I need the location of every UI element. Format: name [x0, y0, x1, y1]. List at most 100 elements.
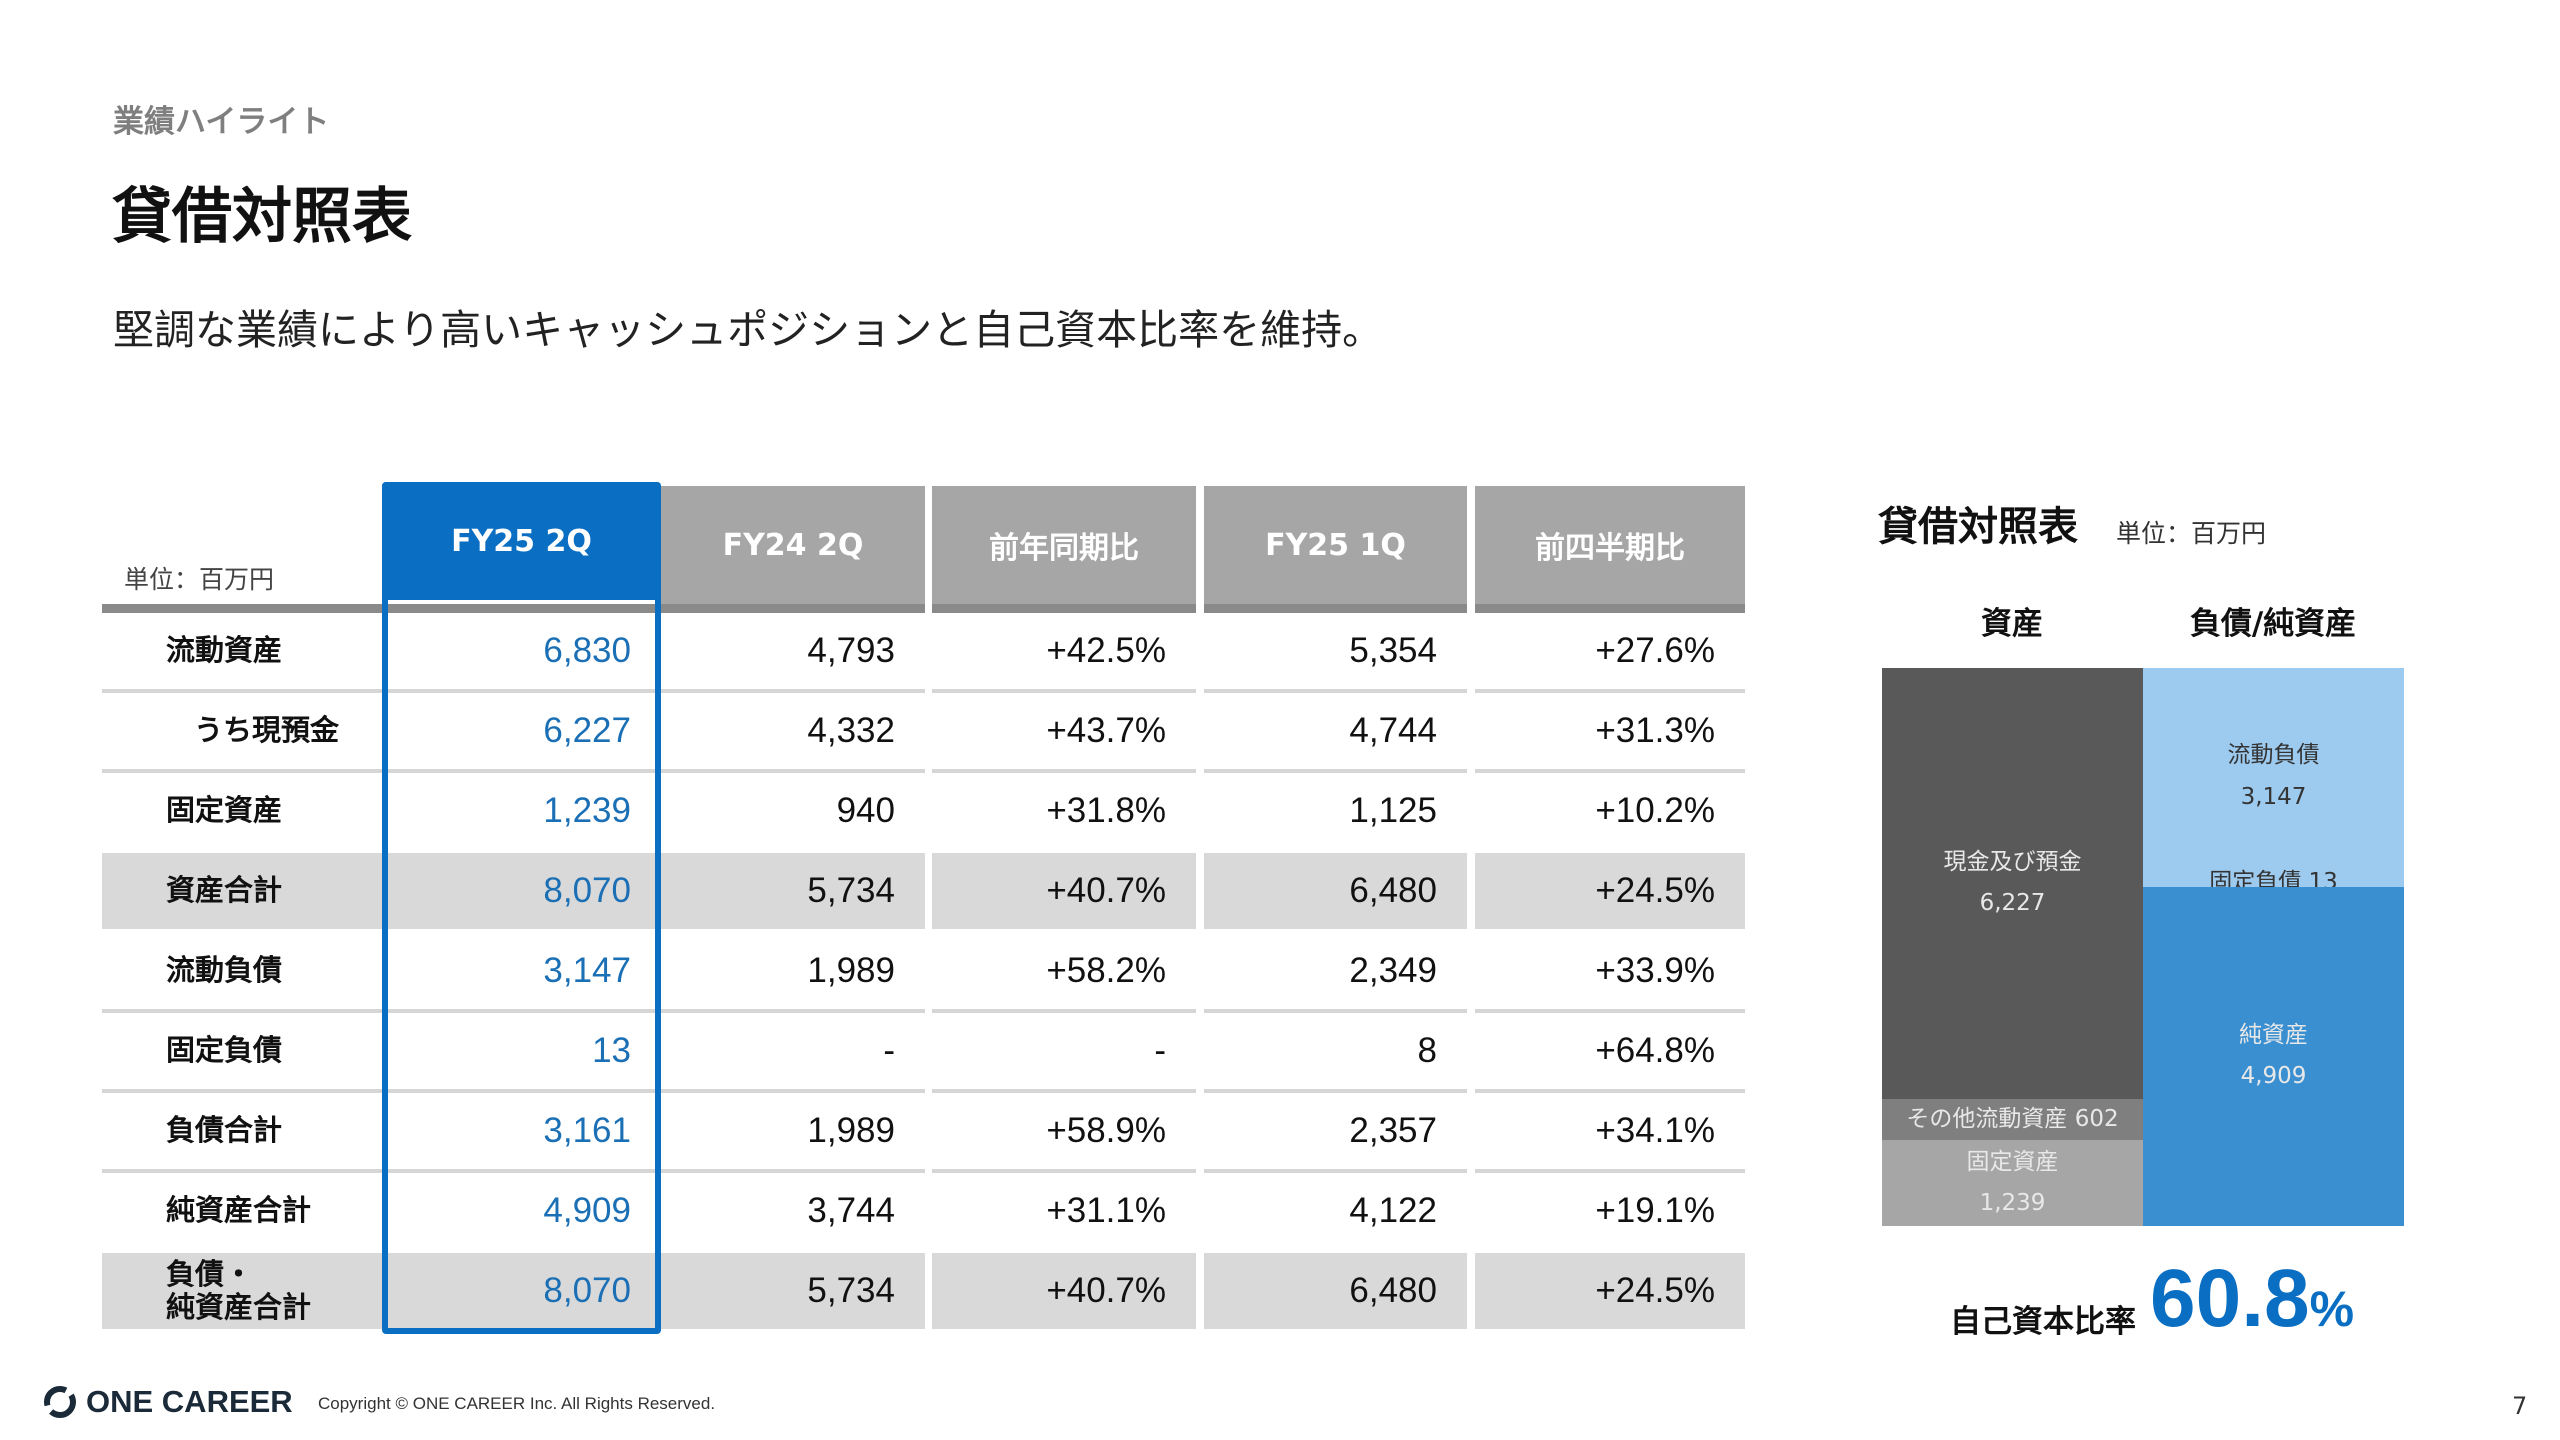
table-cell: +40.7%: [932, 853, 1196, 929]
table-cell: 4,793: [807, 631, 895, 670]
table-cell: 6,480: [1204, 853, 1467, 929]
table-cell: -: [1154, 1031, 1166, 1070]
table-cell: +19.1%: [1595, 1191, 1715, 1230]
chart-segment: 流動負債 3,147: [2143, 668, 2404, 886]
header-divider: [1475, 604, 1745, 613]
row-divider: [1475, 769, 1745, 773]
chart-segment: その他流動資産 602: [1882, 1098, 2143, 1141]
table-cell: 6,480: [1204, 1253, 1467, 1329]
table-cell: 8,070: [382, 853, 661, 929]
segment-label: その他流動資産 602: [1906, 1105, 2119, 1132]
equity-ratio-label: 自己資本比率: [1950, 1304, 2136, 1340]
table-cell: 4,122: [1349, 1191, 1437, 1230]
table-cell: 3,147: [543, 951, 631, 990]
row-label: うち現預金: [194, 713, 340, 748]
row-divider: [661, 769, 925, 773]
row-divider: [1475, 1009, 1745, 1013]
page-number: 7: [2512, 1392, 2528, 1420]
row-divider: [932, 1009, 1196, 1013]
table-row: 負債合計 3,161 1,989 +58.9% 2,357 +34.1%: [102, 1093, 1745, 1173]
table-row: うち現預金 6,227 4,332 +43.7% 4,744 +31.3%: [102, 693, 1745, 773]
row-label: 固定資産: [166, 793, 283, 828]
row-divider: [1204, 1009, 1467, 1013]
segment-value: 4,909: [2240, 1063, 2307, 1090]
table-cell: 3,744: [807, 1191, 895, 1230]
header-divider: [382, 604, 661, 613]
table-cell: 13: [592, 1031, 631, 1070]
row-divider: [932, 769, 1196, 773]
row-label: 資産合計: [102, 853, 382, 929]
table-cell: 2,357: [1349, 1111, 1437, 1150]
table-cell: +24.5%: [1475, 1253, 1745, 1329]
header-divider: [661, 604, 925, 613]
row-divider: [661, 689, 925, 693]
row-divider: [102, 769, 382, 773]
assets-header: 資産: [1981, 606, 2043, 642]
chart-segment: 固定資産 1,239: [1882, 1140, 2143, 1226]
page-subtitle: 堅調な業績により高いキャッシュポジションと自己資本比率を維持。: [113, 306, 1384, 354]
row-label: 純資産合計: [166, 1193, 312, 1228]
chart-unit: 単位：百万円: [2116, 519, 2267, 548]
table-cell: +10.2%: [1595, 791, 1715, 830]
table-cell: +24.5%: [1475, 853, 1745, 929]
table-cell: 5,734: [661, 853, 925, 929]
segment-label: 現金及び預金: [1943, 848, 2082, 875]
header-divider: [1204, 604, 1467, 613]
table-row: 資産合計 8,070 5,734 +40.7% 6,480 +24.5%: [102, 853, 1745, 933]
column-header: 前年同期比: [932, 486, 1196, 604]
table-cell: 5,734: [661, 1253, 925, 1329]
table-cell: -: [883, 1031, 895, 1070]
segment-value: 6,227: [1979, 890, 2046, 917]
column-header: FY25 2Q: [382, 482, 661, 600]
table-row: 純資産合計 4,909 3,744 +31.1% 4,122 +19.1%: [102, 1173, 1745, 1253]
row-divider: [382, 1169, 661, 1173]
table-row: 負債・ 純資産合計 8,070 5,734 +40.7% 6,480 +24.5%: [102, 1253, 1745, 1333]
equity-ratio-number: 60.8: [2150, 1253, 2310, 1344]
table-cell: +31.3%: [1595, 711, 1715, 750]
table-cell: +58.2%: [1046, 951, 1166, 990]
chart-title: 貸借対照表: [1878, 504, 2078, 550]
copyright: Copyright © ONE CAREER Inc. All Rights R…: [318, 1394, 716, 1413]
table-cell: +33.9%: [1595, 951, 1715, 990]
table-cell: +27.6%: [1595, 631, 1715, 670]
row-divider: [1475, 1169, 1745, 1173]
table-row: 流動負債 3,147 1,989 +58.2% 2,349 +33.9%: [102, 933, 1745, 1013]
segment-value: 3,147: [2240, 783, 2307, 810]
row-label: 流動資産: [166, 633, 283, 668]
page-title: 貸借対照表: [112, 182, 412, 252]
row-label: 負債合計: [166, 1113, 283, 1148]
row-divider: [661, 1089, 925, 1093]
table-cell: 940: [836, 791, 895, 830]
table-cell: +40.7%: [932, 1253, 1196, 1329]
row-divider: [661, 1009, 925, 1013]
row-divider: [382, 769, 661, 773]
table-cell: 1,989: [807, 951, 895, 990]
row-divider: [1204, 689, 1467, 693]
row-divider: [932, 689, 1196, 693]
row-divider: [102, 689, 382, 693]
column-header: 前四半期比: [1475, 486, 1745, 604]
header-divider: [932, 604, 1196, 613]
table-cell: 8,070: [382, 1253, 661, 1329]
row-divider: [1475, 689, 1745, 693]
column-header: FY24 2Q: [661, 486, 925, 604]
equity-ratio-unit: %: [2309, 1281, 2355, 1337]
row-divider: [932, 1169, 1196, 1173]
table-cell: 8: [1417, 1031, 1437, 1070]
table-row: 固定負債 13 - - 8 +64.8%: [102, 1013, 1745, 1093]
table-cell: 4,744: [1349, 711, 1437, 750]
logo-icon: [44, 1386, 76, 1418]
table-cell: +34.1%: [1595, 1111, 1715, 1150]
table-cell: 6,830: [543, 631, 631, 670]
row-divider: [1204, 769, 1467, 773]
table-cell: +43.7%: [1046, 711, 1166, 750]
table-row: 固定資産 1,239 940 +31.8% 1,125 +10.2%: [102, 773, 1745, 853]
column-header: FY25 1Q: [1204, 486, 1467, 604]
table-cell: +31.1%: [1046, 1191, 1166, 1230]
table-cell: 2,349: [1349, 951, 1437, 990]
table-cell: 6,227: [543, 711, 631, 750]
row-divider: [102, 1169, 382, 1173]
row-divider: [382, 1089, 661, 1093]
company-logo: ONE CAREER: [44, 1384, 293, 1420]
chart-segment: 現金及び預金 6,227: [1882, 668, 2143, 1099]
